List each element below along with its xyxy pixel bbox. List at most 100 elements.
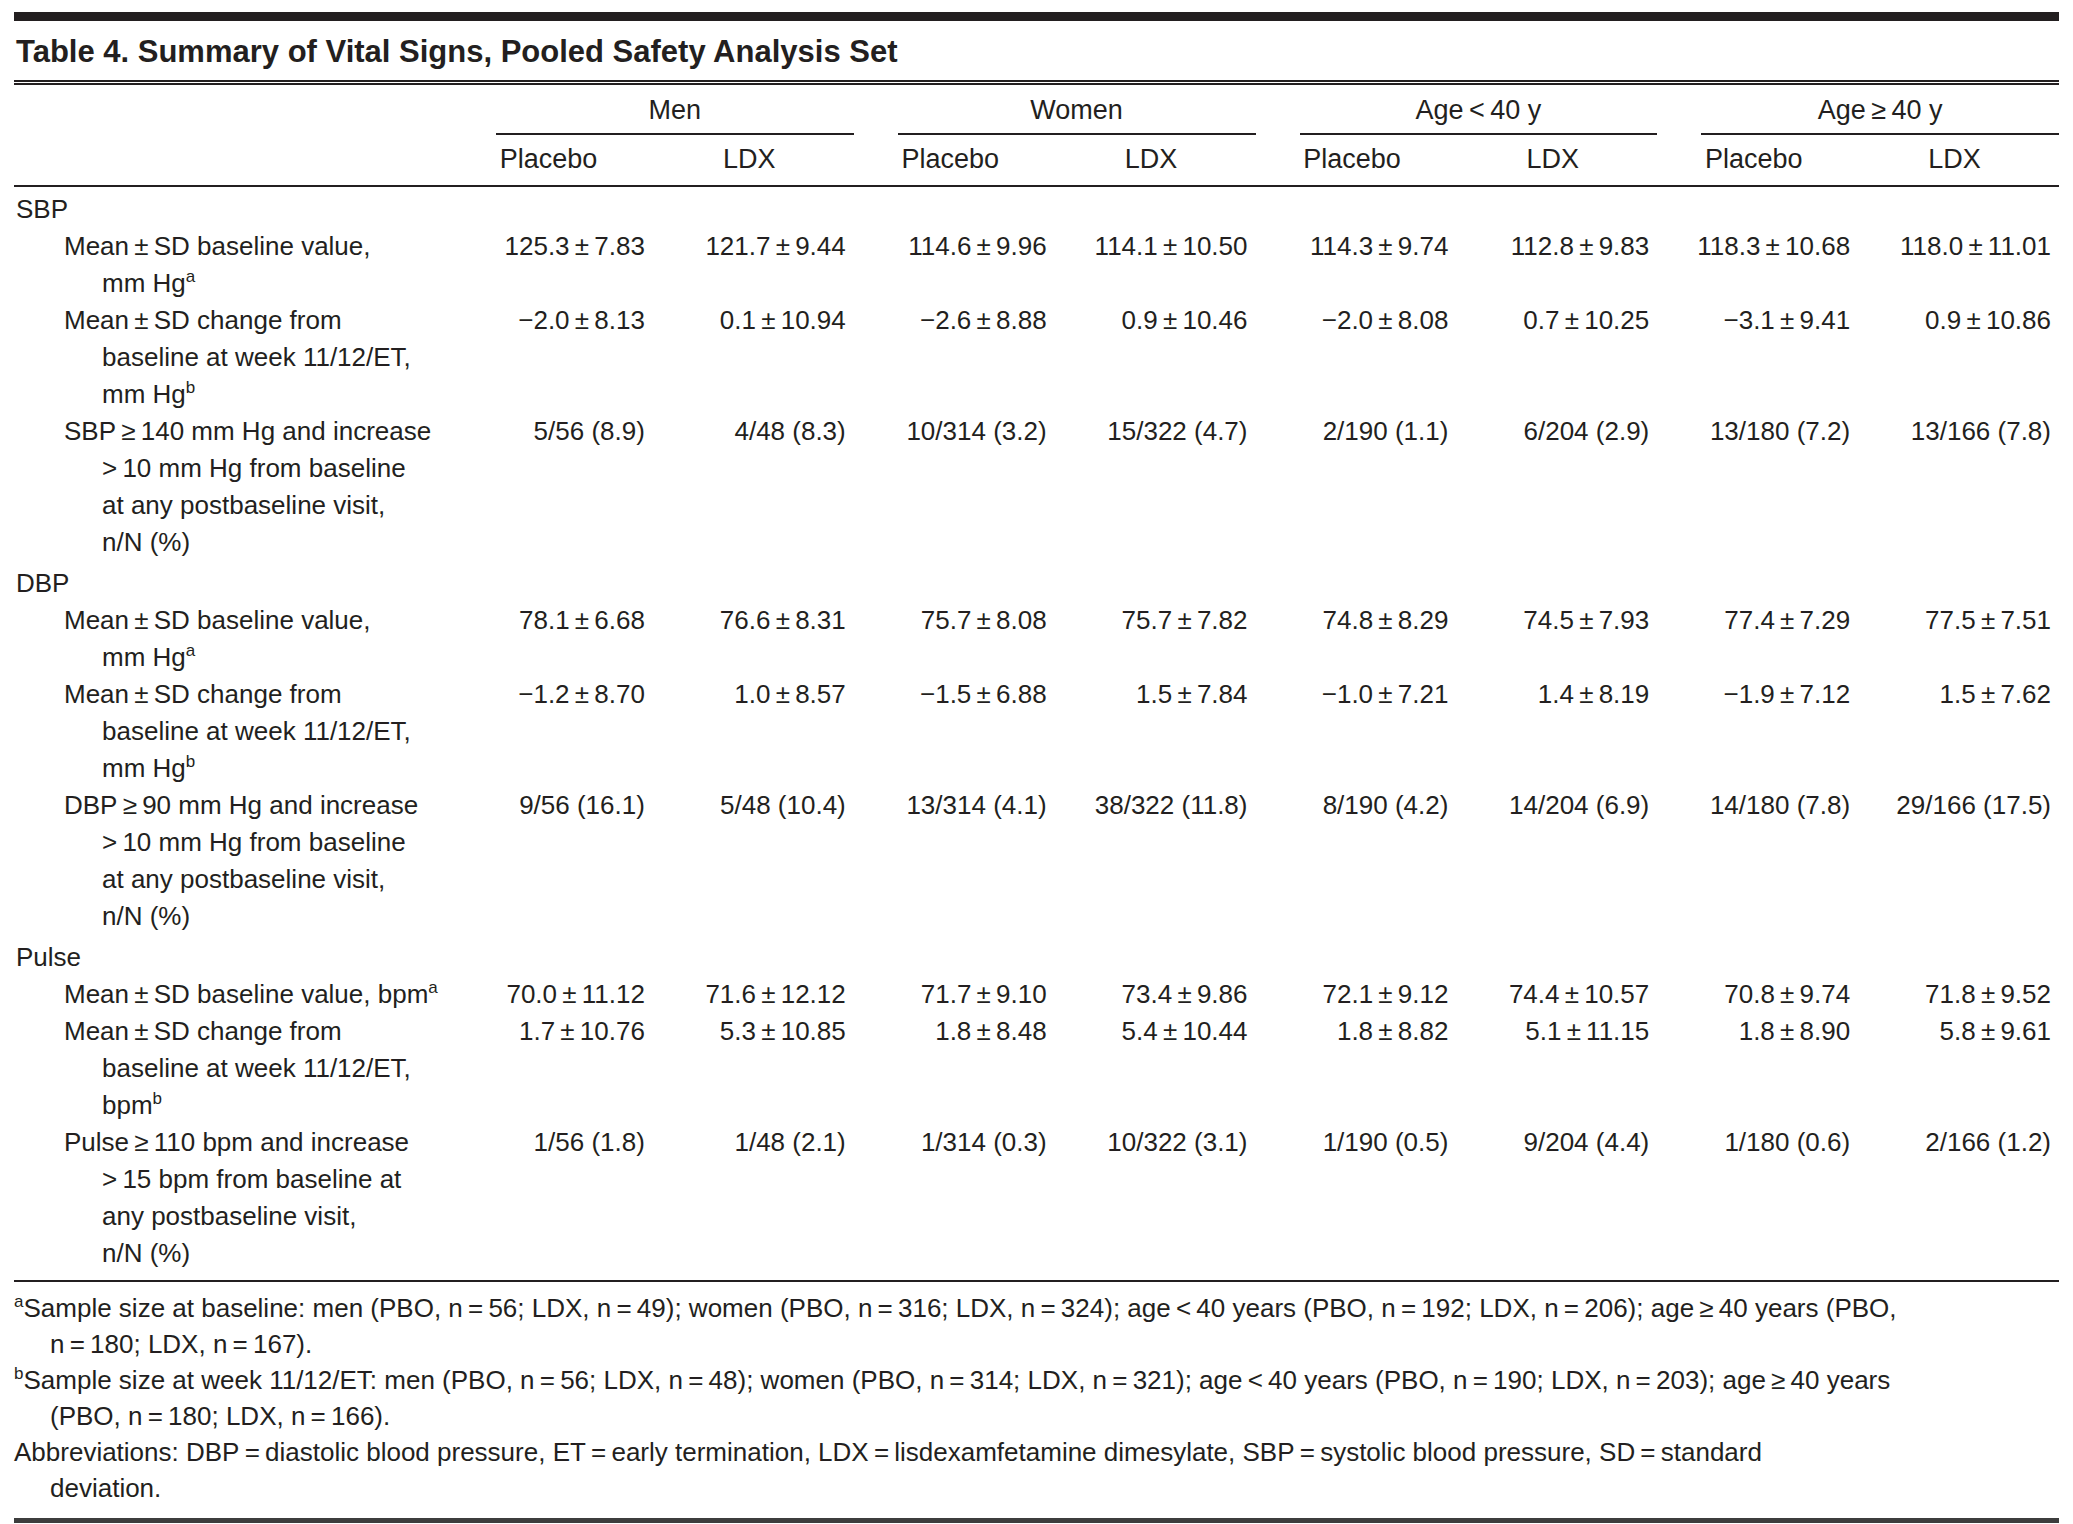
- value-cell: 112.8 ± 9.83: [1456, 228, 1657, 302]
- value-cell: 71.8 ± 9.52: [1858, 976, 2059, 1013]
- value-cell: 74.5 ± 7.93: [1456, 602, 1657, 676]
- column-header-placebo-women: Placebo: [854, 135, 1055, 186]
- column-group-label: Women: [898, 95, 1256, 135]
- value-cell: 74.8 ± 8.29: [1256, 602, 1457, 676]
- value-cell: 13/314 (4.1): [854, 787, 1055, 935]
- value-cell: −3.1 ± 9.41: [1657, 302, 1858, 413]
- value-cell: 38/322 (11.8): [1055, 787, 1256, 935]
- value-cell: 77.5 ± 7.51: [1858, 602, 2059, 676]
- section-row-sbp: SBP: [14, 186, 2059, 228]
- row-label: Mean ± SD change from baseline at week 1…: [14, 1013, 452, 1124]
- column-header-ldx-women: LDX: [1055, 135, 1256, 186]
- value-cell: 77.4 ± 7.29: [1657, 602, 1858, 676]
- value-cell: 13/166 (7.8): [1858, 413, 2059, 561]
- value-cell: 1/314 (0.3): [854, 1124, 1055, 1281]
- column-header-row: PlaceboLDXPlaceboLDXPlaceboLDXPlaceboLDX: [14, 135, 2059, 186]
- table-row: Mean ± SD baseline value, mm Hga125.3 ± …: [14, 228, 2059, 302]
- column-group-row: Men Women Age < 40 y Age ≥ 40 y: [14, 89, 2059, 135]
- value-cell: 9/56 (16.1): [452, 787, 653, 935]
- row-label: Pulse ≥ 110 bpm and increase > 15 bpm fr…: [14, 1124, 452, 1281]
- value-cell: 5.4 ± 10.44: [1055, 1013, 1256, 1124]
- value-cell: 10/322 (3.1): [1055, 1124, 1256, 1281]
- section-row-pulse: Pulse: [14, 935, 2059, 976]
- footnote-b: bSample size at week 11/12/ET: men (PBO,…: [14, 1362, 2059, 1434]
- value-cell: 1.0 ± 8.57: [653, 676, 854, 787]
- footnote-marker-a: a: [14, 1292, 23, 1311]
- value-cell: 2/190 (1.1): [1256, 413, 1457, 561]
- column-header-placebo-men: Placebo: [452, 135, 653, 186]
- footnote-marker-b: b: [14, 1364, 23, 1383]
- value-cell: 5.8 ± 9.61: [1858, 1013, 2059, 1124]
- table-row: Pulse ≥ 110 bpm and increase > 15 bpm fr…: [14, 1124, 2059, 1281]
- value-cell: 75.7 ± 7.82: [1055, 602, 1256, 676]
- top-rule: [14, 12, 2059, 21]
- value-cell: 78.1 ± 6.68: [452, 602, 653, 676]
- table-row: DBP ≥ 90 mm Hg and increase > 10 mm Hg f…: [14, 787, 2059, 935]
- value-cell: 1.8 ± 8.48: [854, 1013, 1055, 1124]
- row-label: Mean ± SD baseline value, mm Hga: [14, 228, 452, 302]
- value-cell: 5.1 ± 11.15: [1456, 1013, 1657, 1124]
- value-cell: 8/190 (4.2): [1256, 787, 1457, 935]
- column-group-men: Men: [452, 89, 854, 135]
- value-cell: 5.3 ± 10.85: [653, 1013, 854, 1124]
- value-cell: 14/204 (6.9): [1456, 787, 1657, 935]
- footnote-marker-a: a: [428, 978, 437, 997]
- value-cell: 0.1 ± 10.94: [653, 302, 854, 413]
- value-cell: 118.3 ± 10.68: [1657, 228, 1858, 302]
- value-cell: 73.4 ± 9.86: [1055, 976, 1256, 1013]
- section-header-sbp: SBP: [14, 186, 2059, 228]
- value-cell: 15/322 (4.7): [1055, 413, 1256, 561]
- value-cell: 10/314 (3.2): [854, 413, 1055, 561]
- bottom-rule: [14, 1518, 2059, 1523]
- column-group-women: Women: [854, 89, 1256, 135]
- table-header: MenWomenAge < 40 yAge ≥ 40 y PlaceboLDXP…: [14, 89, 2059, 186]
- value-cell: 1.8 ± 8.90: [1657, 1013, 1858, 1124]
- table-title: Table 4. Summary of Vital Signs, Pooled …: [14, 21, 2059, 80]
- value-cell: 71.6 ± 12.12: [653, 976, 854, 1013]
- value-cell: 13/180 (7.2): [1657, 413, 1858, 561]
- column-group-label: Men: [496, 95, 854, 135]
- footnote-marker-b: b: [186, 752, 195, 771]
- value-cell: 1.5 ± 7.62: [1858, 676, 2059, 787]
- table-body: SBPMean ± SD baseline value, mm Hga125.3…: [14, 186, 2059, 1281]
- value-cell: 125.3 ± 7.83: [452, 228, 653, 302]
- vital-signs-table: MenWomenAge < 40 yAge ≥ 40 y PlaceboLDXP…: [14, 89, 2059, 1282]
- value-cell: 2/166 (1.2): [1858, 1124, 2059, 1281]
- row-label: DBP ≥ 90 mm Hg and increase > 10 mm Hg f…: [14, 787, 452, 935]
- corner-cell: [14, 89, 452, 135]
- value-cell: 118.0 ± 11.01: [1858, 228, 2059, 302]
- value-cell: 76.6 ± 8.31: [653, 602, 854, 676]
- value-cell: −2.0 ± 8.08: [1256, 302, 1457, 413]
- value-cell: 71.7 ± 9.10: [854, 976, 1055, 1013]
- value-cell: 0.9 ± 10.46: [1055, 302, 1256, 413]
- footnote-a: aSample size at baseline: men (PBO, n = …: [14, 1290, 2059, 1362]
- value-cell: 1/56 (1.8): [452, 1124, 653, 1281]
- footnote-marker-a: a: [186, 267, 195, 286]
- row-label: Mean ± SD change from baseline at week 1…: [14, 302, 452, 413]
- column-group-label: Age < 40 y: [1300, 95, 1658, 135]
- row-label: Mean ± SD baseline value, bpma: [14, 976, 452, 1013]
- row-label: Mean ± SD change from baseline at week 1…: [14, 676, 452, 787]
- corner-cell: [14, 135, 452, 186]
- value-cell: 5/56 (8.9): [452, 413, 653, 561]
- value-cell: 1.4 ± 8.19: [1456, 676, 1657, 787]
- footnote-abbreviations: Abbreviations: DBP = diastolic blood pre…: [14, 1434, 2059, 1506]
- value-cell: 5/48 (10.4): [653, 787, 854, 935]
- value-cell: 70.0 ± 11.12: [452, 976, 653, 1013]
- value-cell: 70.8 ± 9.74: [1657, 976, 1858, 1013]
- column-header-ldx-age-40-y: LDX: [1456, 135, 1657, 186]
- value-cell: −1.2 ± 8.70: [452, 676, 653, 787]
- value-cell: 1.7 ± 10.76: [452, 1013, 653, 1124]
- value-cell: 75.7 ± 8.08: [854, 602, 1055, 676]
- value-cell: 72.1 ± 9.12: [1256, 976, 1457, 1013]
- title-rule: [14, 80, 2059, 85]
- value-cell: 6/204 (2.9): [1456, 413, 1657, 561]
- footnote-marker-a: a: [186, 641, 195, 660]
- value-cell: −1.5 ± 6.88: [854, 676, 1055, 787]
- column-header-ldx-men: LDX: [653, 135, 854, 186]
- value-cell: 9/204 (4.4): [1456, 1124, 1657, 1281]
- value-cell: 114.1 ± 10.50: [1055, 228, 1256, 302]
- value-cell: 121.7 ± 9.44: [653, 228, 854, 302]
- value-cell: 0.7 ± 10.25: [1456, 302, 1657, 413]
- column-group-label: Age ≥ 40 y: [1701, 95, 2059, 135]
